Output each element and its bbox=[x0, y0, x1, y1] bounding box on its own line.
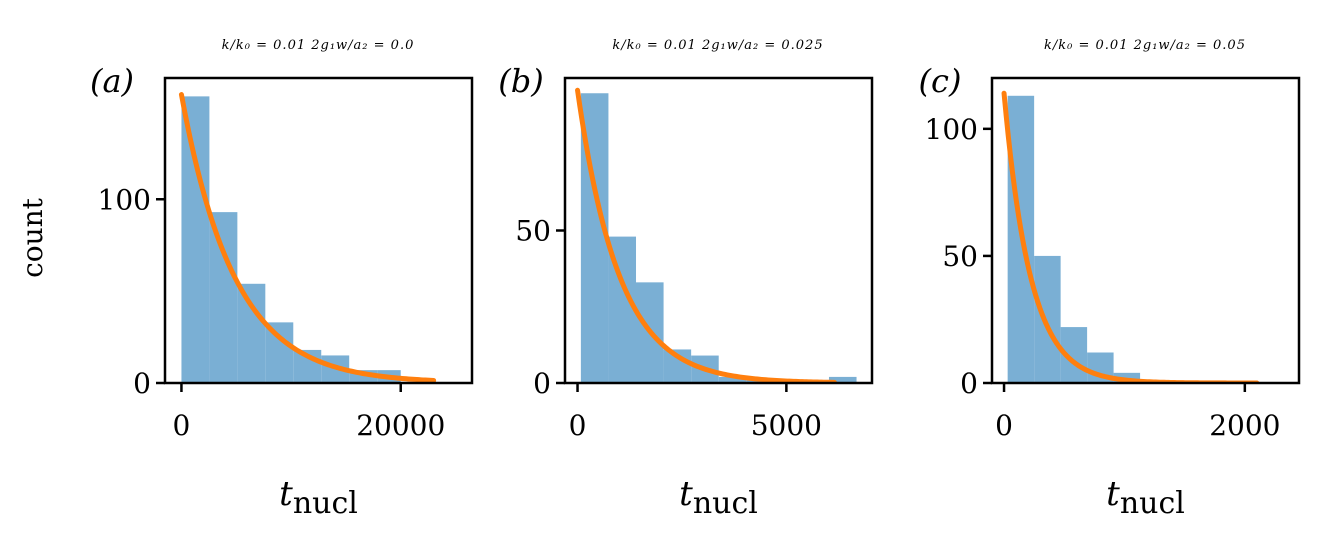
y-axis-label: count bbox=[16, 197, 49, 278]
plot-frame bbox=[990, 76, 1301, 385]
panel-label: (b) bbox=[498, 62, 543, 100]
histogram-bars bbox=[181, 96, 401, 383]
y-tick-label: 100 bbox=[925, 113, 978, 146]
histogram-bar bbox=[237, 283, 266, 383]
x-tick-label: 0 bbox=[995, 409, 1013, 442]
panel-label: (c) bbox=[919, 62, 962, 100]
panel-title: k/k₀ = 0.01 2g₁w/a₂ = 0.05 bbox=[1044, 38, 1246, 53]
panel-title: k/k₀ = 0.01 2g₁w/a₂ = 0.025 bbox=[612, 38, 823, 53]
fit-curve bbox=[575, 87, 837, 383]
histogram-bar bbox=[828, 376, 857, 383]
histogram-bar bbox=[209, 212, 238, 383]
y-tick-label: 50 bbox=[515, 215, 551, 248]
histogram-bar bbox=[1034, 255, 1061, 383]
y-tick-label: 0 bbox=[533, 367, 551, 400]
y-tick-label: 0 bbox=[960, 367, 978, 400]
y-tick-label: 0 bbox=[133, 367, 151, 400]
panel-1: 0 20000 0 100 k/k₀ = 0.01 2g₁w/a₂ = 0.0 (a) tn… bbox=[16, 38, 474, 521]
x-tick-label: 2000 bbox=[1209, 409, 1280, 442]
x-tick-label: 20000 bbox=[356, 409, 445, 442]
histogram-bars bbox=[580, 93, 857, 383]
x-tick-label: 5000 bbox=[751, 409, 822, 442]
plot-frame bbox=[163, 76, 474, 385]
histogram-bar bbox=[181, 96, 210, 383]
fit-curve bbox=[178, 92, 437, 383]
x-tick-label: 0 bbox=[173, 409, 191, 442]
x-tick-label: 0 bbox=[569, 409, 587, 442]
x-axis-label: tnucl bbox=[1106, 474, 1185, 521]
histogram-bar bbox=[718, 376, 747, 383]
histogram-bars bbox=[1007, 95, 1167, 383]
panel-title: k/k₀ = 0.01 2g₁w/a₂ = 0.0 bbox=[222, 38, 415, 53]
x-axis-label: tnucl bbox=[279, 474, 358, 521]
x-axis-label: tnucl bbox=[679, 474, 758, 521]
histogram-bar bbox=[265, 322, 294, 383]
panel-2: 0 5000 0 50 k/k₀ = 0.01 2g₁w/a₂ = 0.025 (b) tn… bbox=[498, 38, 874, 521]
y-tick-label: 100 bbox=[98, 183, 151, 216]
panel-label: (a) bbox=[90, 62, 134, 100]
panel-3: 0 2000 0 50 100 k/k₀ = 0.01 2g₁w/a₂ = 0.05 (c)… bbox=[919, 38, 1301, 521]
y-tick-label: 50 bbox=[942, 240, 978, 273]
